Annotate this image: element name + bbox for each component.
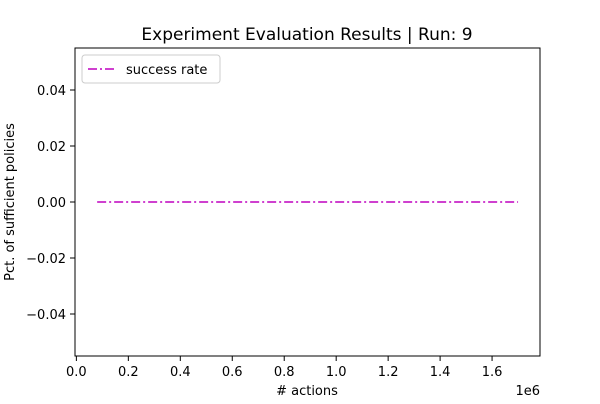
y-axis: −0.04 −0.02 0.00 0.02 0.04 <box>26 84 75 323</box>
legend: success rate <box>81 54 221 84</box>
y-tick-label: 0.00 <box>37 196 66 211</box>
chart-title: Experiment Evaluation Results | Run: 9 <box>141 25 472 45</box>
x-axis-label: # actions <box>276 384 338 399</box>
y-tick-label: −0.04 <box>26 308 66 323</box>
x-tick-label: 1.2 <box>378 365 399 380</box>
y-tick-label: −0.02 <box>26 252 66 267</box>
legend-box <box>81 54 221 84</box>
x-tick-label: 0.0 <box>66 365 87 380</box>
legend-label-success-rate: success rate <box>126 63 207 78</box>
x-tick-label: 1.4 <box>430 365 451 380</box>
x-tick-label: 0.6 <box>222 365 243 380</box>
x-tick-label: 1.0 <box>326 365 347 380</box>
y-axis-label: Pct. of sufficient policies <box>3 123 18 281</box>
x-axis: 0.0 0.2 0.4 0.6 0.8 1.0 1.2 1.4 1.6 <box>66 356 502 380</box>
x-tick-label: 1.6 <box>482 365 503 380</box>
y-tick-label: 0.04 <box>37 84 66 99</box>
x-tick-label: 0.8 <box>274 365 295 380</box>
x-tick-label: 0.2 <box>118 365 139 380</box>
x-tick-label: 0.4 <box>170 365 191 380</box>
y-tick-label: 0.02 <box>37 140 66 155</box>
x-axis-offset-label: 1e6 <box>515 384 540 399</box>
